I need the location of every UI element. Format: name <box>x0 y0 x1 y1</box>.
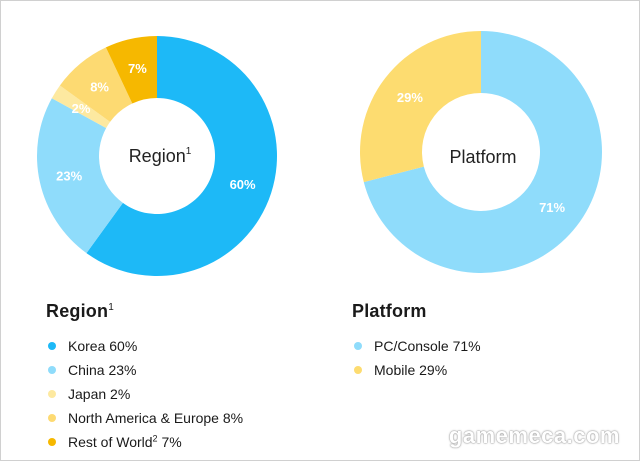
legend-dot-north-america-europe <box>48 414 56 422</box>
legend-label-japan: Japan 2% <box>68 386 131 402</box>
slice-pc-console <box>363 31 603 273</box>
legend-item-mobile: Mobile 29% <box>352 358 481 382</box>
legend-item-china: China 23% <box>46 358 243 382</box>
legend-dot-mobile <box>354 366 362 374</box>
region-center-label: Region1 <box>129 146 192 166</box>
legend-label-china: China 23% <box>68 362 137 378</box>
slice-north-america-europe <box>59 47 133 122</box>
region-donut: 60% 23% 2% 8% 7% <box>36 36 278 276</box>
legend-label-korea: Korea 60% <box>68 338 138 354</box>
slice-mobile <box>360 30 481 183</box>
slice-japan <box>51 85 111 129</box>
platform-donut: 71% 29% <box>360 30 603 273</box>
legend-item-pc-console: PC/Console 71% <box>352 334 481 358</box>
slice-label-china: 23% <box>56 169 82 184</box>
legend-dot-korea <box>48 342 56 350</box>
slice-rest-of-world <box>105 36 157 104</box>
slice-label-mobile: 29% <box>397 90 423 105</box>
legend-label-rest-of-world: Rest of World2 7% <box>68 433 182 450</box>
legend-dot-rest-of-world <box>48 438 56 446</box>
watermark-text: gamemeca.com <box>448 423 620 448</box>
slice-label-pc-console: 71% <box>539 200 565 215</box>
slice-china <box>36 98 123 254</box>
legend-item-north-america-europe: North America & Europe 8% <box>46 406 243 430</box>
platform-legend-list: PC/Console 71% Mobile 29% <box>352 334 481 382</box>
legend-item-korea: Korea 60% <box>46 334 243 358</box>
legend-item-japan: Japan 2% <box>46 382 243 406</box>
slice-label-japan: 2% <box>72 101 91 116</box>
slice-korea <box>86 36 278 276</box>
slice-label-rest-of-world: 7% <box>128 61 147 76</box>
legend-dot-japan <box>48 390 56 398</box>
legend-dot-china <box>48 366 56 374</box>
legend-label-mobile: Mobile 29% <box>374 362 448 378</box>
legend-label-north-america-europe: North America & Europe 8% <box>68 410 244 426</box>
legend-dot-pc-console <box>354 342 362 350</box>
region-legend: Region1 Korea 60% China 23% Japan 2% Nor… <box>46 301 243 454</box>
legend-item-rest-of-world: Rest of World2 7% <box>46 430 243 454</box>
slice-label-north-america-europe: 8% <box>90 80 109 95</box>
platform-legend-title: Platform <box>352 301 427 321</box>
region-legend-list: Korea 60% China 23% Japan 2% North Ameri… <box>46 334 243 454</box>
legend-label-pc-console: PC/Console 71% <box>374 338 481 354</box>
region-legend-title: Region1 <box>46 301 114 321</box>
platform-legend: Platform PC/Console 71% Mobile 29% <box>352 301 481 382</box>
platform-center-label: Platform <box>449 147 516 167</box>
slice-label-korea: 60% <box>230 177 256 192</box>
